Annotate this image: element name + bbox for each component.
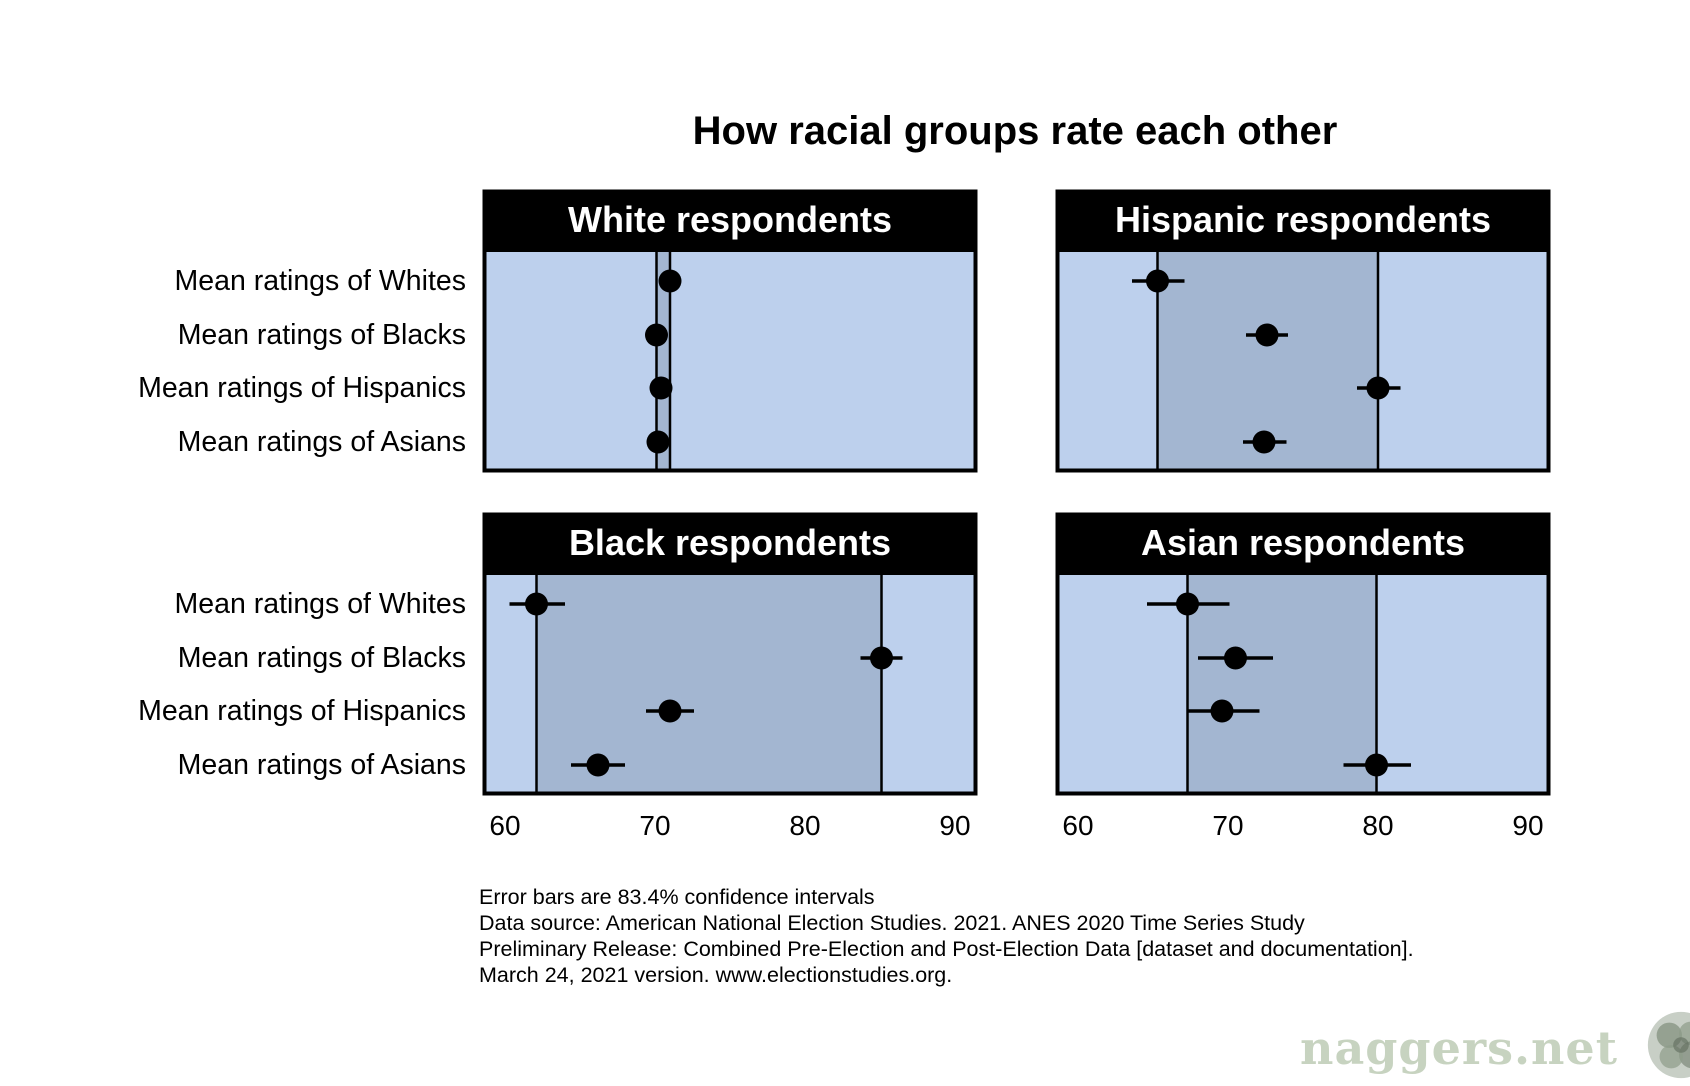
x-tick-label-70: 70	[1212, 810, 1243, 841]
panel-header	[1056, 190, 1550, 252]
x-tick-label-90: 90	[939, 810, 970, 841]
range-band	[1187, 575, 1377, 795]
data-point	[1224, 646, 1247, 670]
data-point	[658, 699, 682, 723]
data-point	[586, 753, 610, 777]
panel-title: Asian respondents	[1141, 522, 1465, 563]
panel-asian-respondents: Asian respondents 60 70 80 90	[1055, 512, 1551, 841]
row-label-mean-ratings-of-hispanics: Mean ratings of Hispanics	[138, 695, 466, 727]
watermark-text: naggers.net	[1300, 1021, 1618, 1075]
panel-black-respondents: Black respondents 60 70 80 90	[482, 512, 978, 841]
panel-header	[1056, 513, 1550, 575]
panel-background	[483, 252, 977, 472]
cauliflower-logo-icon	[1647, 1011, 1690, 1079]
panel-white-respondents: White respondents	[482, 189, 978, 473]
row-label-mean-ratings-of-asians: Mean ratings of Asians	[178, 426, 466, 458]
x-tick-label-60: 60	[1062, 810, 1093, 841]
panel-header	[483, 190, 977, 252]
chart-title: How racial groups rate each other	[693, 109, 1338, 153]
panel-border	[482, 189, 978, 473]
panel-border	[1055, 512, 1551, 796]
row-label-mean-ratings-of-blacks: Mean ratings of Blacks	[178, 642, 466, 674]
panel-hispanic-respondents: Hispanic respondents	[1055, 189, 1551, 473]
row-label-mean-ratings-of-asians: Mean ratings of Asians	[178, 749, 466, 781]
range-band	[656, 252, 670, 472]
data-point	[1146, 269, 1169, 293]
panel-title: Hispanic respondents	[1115, 199, 1491, 240]
data-point	[1210, 699, 1234, 723]
footnote-line-2: Data source: American National Election …	[479, 911, 1305, 935]
row-label-mean-ratings-of-whites: Mean ratings of Whites	[175, 588, 466, 620]
data-point	[645, 323, 668, 347]
data-point	[525, 592, 548, 616]
row-label-mean-ratings-of-whites: Mean ratings of Whites	[175, 265, 466, 297]
x-tick-label-80: 80	[789, 810, 820, 841]
footnote-line-3: Preliminary Release: Combined Pre-Electi…	[479, 937, 1414, 961]
row-label-mean-ratings-of-blacks: Mean ratings of Blacks	[178, 319, 466, 351]
data-point	[1255, 323, 1279, 347]
data-point	[649, 376, 673, 400]
panel-border	[1055, 189, 1551, 473]
x-tick-label-60: 60	[489, 810, 520, 841]
footnote-line-1: Error bars are 83.4% confidence interval…	[479, 885, 875, 909]
panel-title: White respondents	[568, 199, 892, 240]
x-tick-label-70: 70	[639, 810, 670, 841]
panel-title: Black respondents	[569, 522, 891, 563]
data-point	[870, 646, 893, 670]
data-point	[1365, 753, 1388, 777]
row-label-mean-ratings-of-hispanics: Mean ratings of Hispanics	[138, 372, 466, 404]
x-tick-label-90: 90	[1512, 810, 1543, 841]
panel-border	[482, 512, 978, 796]
data-point	[1252, 430, 1276, 454]
panel-header	[483, 513, 977, 575]
data-point	[1176, 592, 1199, 616]
data-point	[658, 269, 682, 293]
x-tick-label-80: 80	[1362, 810, 1393, 841]
data-point	[1366, 376, 1390, 400]
watermark: naggers.net	[1300, 1011, 1690, 1084]
footnote: Error bars are 83.4% confidence interval…	[479, 884, 1414, 988]
data-point	[646, 430, 670, 454]
footnote-line-4: March 24, 2021 version. www.electionstud…	[479, 963, 953, 987]
